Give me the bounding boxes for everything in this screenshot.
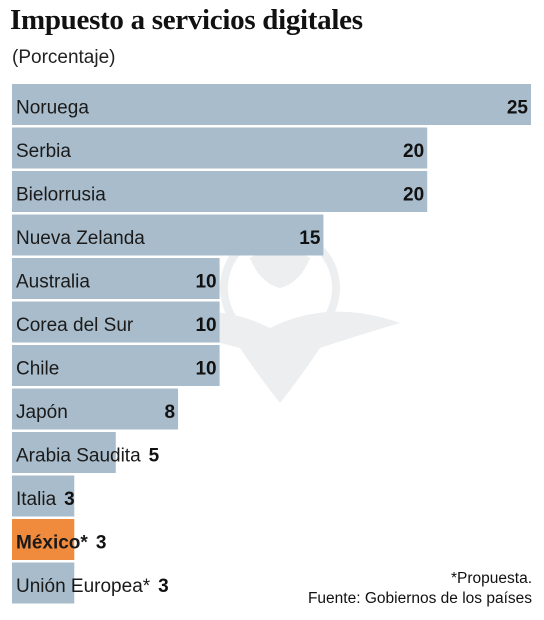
value-label-7: 8: [165, 402, 176, 423]
category-label-2: Bielorrusia: [16, 185, 106, 206]
value-label-8: 5: [149, 446, 160, 467]
category-label-9: Italia: [16, 489, 57, 510]
bar-6: [12, 345, 220, 386]
category-label-4: Australia: [16, 272, 90, 293]
value-label-1: 20: [403, 141, 424, 162]
bar-3: [12, 214, 324, 256]
category-label-6: Chile: [16, 359, 59, 380]
footnote-proposal: *Propuesta.: [451, 570, 532, 587]
category-label-8: Arabia Saudita: [16, 446, 141, 467]
source-note: Fuente: Gobiernos de los países: [307, 590, 532, 607]
value-label-0: 25: [507, 98, 529, 119]
value-label-6: 10: [195, 359, 216, 380]
value-label-4: 10: [195, 272, 216, 293]
bar-2: [12, 171, 428, 212]
bar-9: [12, 475, 75, 517]
category-label-0: Noruega: [16, 98, 89, 119]
value-label-2: 20: [403, 185, 424, 206]
bar-10: [12, 519, 75, 560]
bar-8: [12, 432, 116, 473]
value-label-9: 3: [64, 489, 75, 510]
chart-title: Impuesto a servicios digitales: [10, 4, 363, 36]
category-label-11: Unión Europea*: [16, 576, 151, 597]
category-label-7: Japón: [16, 402, 68, 423]
category-label-1: Serbia: [16, 141, 71, 162]
chart-subtitle: (Porcentaje): [12, 47, 116, 68]
bar-5: [12, 301, 220, 343]
bar-0: [12, 84, 531, 125]
value-label-5: 10: [195, 315, 216, 336]
category-label-3: Nueva Zelanda: [16, 228, 145, 249]
value-label-3: 15: [299, 228, 321, 249]
category-label-5: Corea del Sur: [16, 315, 134, 336]
value-label-10: 3: [96, 533, 107, 554]
category-label-10: México*: [16, 533, 88, 554]
bar-7: [12, 388, 179, 430]
bar-11: [12, 562, 75, 604]
value-label-11: 3: [158, 576, 169, 597]
footnotes: *Propuesta. Fuente: Gobiernos de los paí…: [308, 569, 532, 609]
bar-4: [12, 258, 220, 299]
bar-1: [12, 127, 428, 169]
